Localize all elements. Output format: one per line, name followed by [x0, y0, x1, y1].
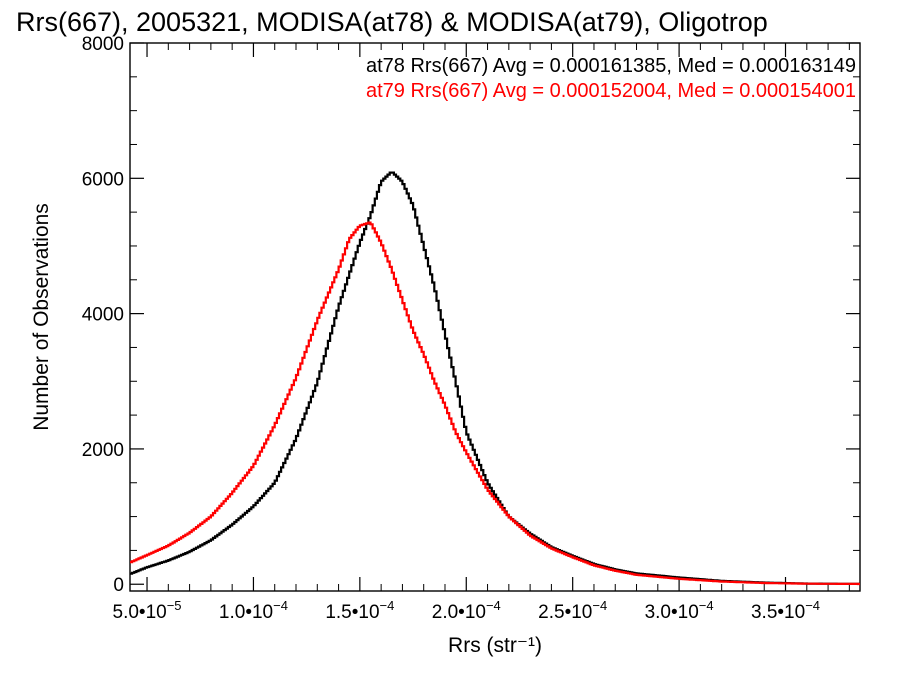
x-tick-label: 3.5•10−4: [751, 598, 820, 623]
y-tick-label: 2000: [82, 440, 124, 461]
series-at79-line: [130, 221, 860, 586]
y-tick-label: 0: [113, 575, 124, 596]
legend-entry-at78: at78 Rrs(667) Avg = 0.000161385, Med = 0…: [366, 55, 856, 77]
x-tick-label: 1.0•10−4: [219, 598, 288, 623]
x-axis: 5.0•10−5 1.0•10−4 1.5•10−4 2.0•10−4 2.5•10−4…: [113, 43, 850, 623]
x-tick-label: 2.5•10−4: [538, 598, 607, 623]
legend-entry-at79: at79 Rrs(667) Avg = 0.000152004, Med = 0…: [366, 80, 856, 102]
chart-title: Rrs(667), 2005321, MODISA(at78) & MODISA…: [16, 7, 768, 37]
y-tick-label: 4000: [82, 305, 124, 326]
y-tick-label: 6000: [82, 169, 124, 190]
plot-frame: [129, 42, 861, 592]
y-axis: 0 2000 4000 6000 8000: [82, 34, 860, 596]
x-tick-label: 3.0•10−4: [645, 598, 714, 623]
x-tick-label: 5.0•10−5: [113, 598, 182, 623]
x-tick-label: 1.5•10−4: [325, 598, 394, 623]
y-axis-label: Number of Observations: [30, 203, 53, 431]
y-tick-label: 8000: [82, 34, 124, 55]
x-tick-label: 2.0•10−4: [432, 598, 501, 623]
x-axis-label: Rrs (str⁻¹): [448, 634, 542, 657]
